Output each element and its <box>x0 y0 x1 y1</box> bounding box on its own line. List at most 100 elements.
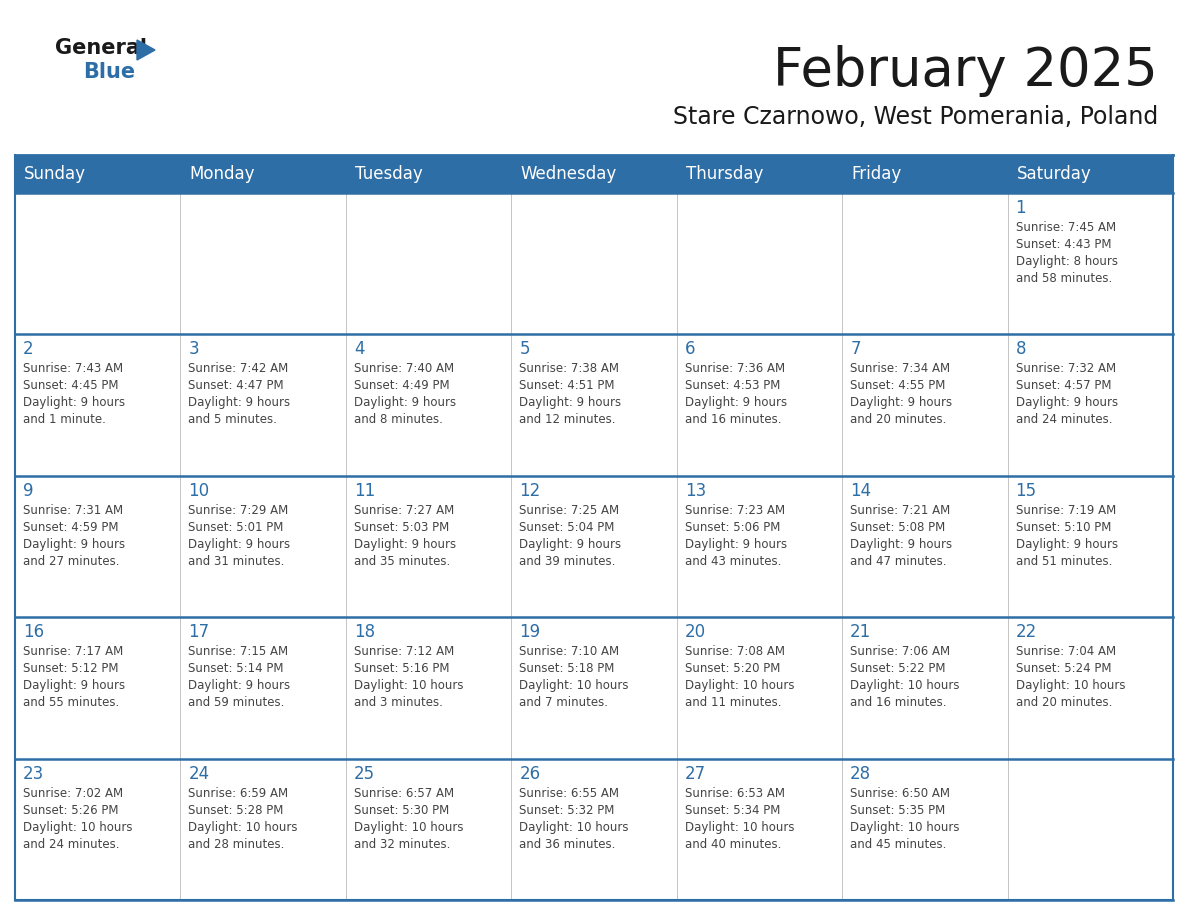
Bar <box>15 193 181 334</box>
Text: Tuesday: Tuesday <box>355 165 423 183</box>
Text: Daylight: 9 hours: Daylight: 9 hours <box>189 679 291 692</box>
Text: Sunrise: 7:40 AM: Sunrise: 7:40 AM <box>354 363 454 375</box>
Bar <box>181 476 346 617</box>
Bar <box>677 334 842 476</box>
Text: and 55 minutes.: and 55 minutes. <box>23 696 119 710</box>
Text: and 20 minutes.: and 20 minutes. <box>1016 696 1112 710</box>
Text: and 8 minutes.: and 8 minutes. <box>354 413 443 426</box>
Text: 25: 25 <box>354 765 375 783</box>
Bar <box>15 476 181 617</box>
Text: 9: 9 <box>23 482 33 499</box>
Text: and 12 minutes.: and 12 minutes. <box>519 413 615 426</box>
Text: Sunset: 4:55 PM: Sunset: 4:55 PM <box>851 379 946 392</box>
Text: Sunset: 5:32 PM: Sunset: 5:32 PM <box>519 803 614 817</box>
Bar <box>1007 617 1173 758</box>
Text: Sunrise: 6:50 AM: Sunrise: 6:50 AM <box>851 787 950 800</box>
Text: Sunrise: 6:57 AM: Sunrise: 6:57 AM <box>354 787 454 800</box>
Text: Sunset: 5:16 PM: Sunset: 5:16 PM <box>354 662 449 676</box>
Text: Daylight: 8 hours: Daylight: 8 hours <box>1016 255 1118 268</box>
Text: Daylight: 10 hours: Daylight: 10 hours <box>23 821 133 834</box>
Text: Saturday: Saturday <box>1017 165 1092 183</box>
Bar <box>842 334 1007 476</box>
Text: Sunrise: 6:55 AM: Sunrise: 6:55 AM <box>519 787 619 800</box>
Text: Sunrise: 7:19 AM: Sunrise: 7:19 AM <box>1016 504 1116 517</box>
Text: Sunrise: 7:42 AM: Sunrise: 7:42 AM <box>189 363 289 375</box>
Text: and 51 minutes.: and 51 minutes. <box>1016 554 1112 568</box>
Text: Sunrise: 7:31 AM: Sunrise: 7:31 AM <box>23 504 124 517</box>
Text: Sunset: 5:12 PM: Sunset: 5:12 PM <box>23 662 119 676</box>
Bar <box>15 155 181 193</box>
Text: Sunset: 4:53 PM: Sunset: 4:53 PM <box>684 379 781 392</box>
Text: Sunset: 5:06 PM: Sunset: 5:06 PM <box>684 521 781 533</box>
Text: Sunrise: 7:17 AM: Sunrise: 7:17 AM <box>23 645 124 658</box>
Text: Sunset: 5:18 PM: Sunset: 5:18 PM <box>519 662 614 676</box>
Bar <box>15 334 181 476</box>
Text: Daylight: 10 hours: Daylight: 10 hours <box>851 821 960 834</box>
Text: Daylight: 10 hours: Daylight: 10 hours <box>684 821 795 834</box>
Bar <box>677 155 842 193</box>
Text: Sunset: 5:03 PM: Sunset: 5:03 PM <box>354 521 449 533</box>
Text: Sunrise: 7:38 AM: Sunrise: 7:38 AM <box>519 363 619 375</box>
Polygon shape <box>137 40 154 60</box>
Text: 6: 6 <box>684 341 695 358</box>
Text: Sunrise: 6:53 AM: Sunrise: 6:53 AM <box>684 787 785 800</box>
Text: Daylight: 9 hours: Daylight: 9 hours <box>851 538 953 551</box>
Text: Sunrise: 7:27 AM: Sunrise: 7:27 AM <box>354 504 454 517</box>
Text: Daylight: 9 hours: Daylight: 9 hours <box>1016 397 1118 409</box>
Text: and 28 minutes.: and 28 minutes. <box>189 837 285 851</box>
Text: and 24 minutes.: and 24 minutes. <box>1016 413 1112 426</box>
Bar <box>842 758 1007 900</box>
Text: Monday: Monday <box>189 165 255 183</box>
Bar <box>511 617 677 758</box>
Text: Daylight: 10 hours: Daylight: 10 hours <box>189 821 298 834</box>
Text: and 58 minutes.: and 58 minutes. <box>1016 272 1112 285</box>
Text: Daylight: 9 hours: Daylight: 9 hours <box>23 679 125 692</box>
Text: Daylight: 9 hours: Daylight: 9 hours <box>851 397 953 409</box>
Text: Sunrise: 7:04 AM: Sunrise: 7:04 AM <box>1016 645 1116 658</box>
Bar <box>677 193 842 334</box>
Text: and 24 minutes.: and 24 minutes. <box>23 837 120 851</box>
Text: and 7 minutes.: and 7 minutes. <box>519 696 608 710</box>
Bar <box>346 617 511 758</box>
Text: and 1 minute.: and 1 minute. <box>23 413 106 426</box>
Text: 10: 10 <box>189 482 209 499</box>
Text: Blue: Blue <box>83 62 135 82</box>
Text: 17: 17 <box>189 623 209 641</box>
Bar <box>1007 334 1173 476</box>
Text: Sunset: 5:04 PM: Sunset: 5:04 PM <box>519 521 614 533</box>
Text: Daylight: 10 hours: Daylight: 10 hours <box>354 679 463 692</box>
Text: Sunset: 5:24 PM: Sunset: 5:24 PM <box>1016 662 1111 676</box>
Text: Sunset: 5:30 PM: Sunset: 5:30 PM <box>354 803 449 817</box>
Text: 3: 3 <box>189 341 200 358</box>
Bar <box>346 193 511 334</box>
Bar <box>677 617 842 758</box>
Bar <box>511 476 677 617</box>
Text: Thursday: Thursday <box>685 165 763 183</box>
Text: 18: 18 <box>354 623 375 641</box>
Text: 1: 1 <box>1016 199 1026 217</box>
Text: 15: 15 <box>1016 482 1037 499</box>
Text: Sunrise: 7:34 AM: Sunrise: 7:34 AM <box>851 363 950 375</box>
Text: Sunset: 5:28 PM: Sunset: 5:28 PM <box>189 803 284 817</box>
Text: and 35 minutes.: and 35 minutes. <box>354 554 450 568</box>
Text: 11: 11 <box>354 482 375 499</box>
Bar <box>511 155 677 193</box>
Text: 26: 26 <box>519 765 541 783</box>
Text: and 16 minutes.: and 16 minutes. <box>851 696 947 710</box>
Text: Sunset: 4:59 PM: Sunset: 4:59 PM <box>23 521 119 533</box>
Text: Daylight: 9 hours: Daylight: 9 hours <box>519 538 621 551</box>
Text: Sunrise: 7:12 AM: Sunrise: 7:12 AM <box>354 645 454 658</box>
Text: Daylight: 9 hours: Daylight: 9 hours <box>684 397 786 409</box>
Text: Sunset: 5:35 PM: Sunset: 5:35 PM <box>851 803 946 817</box>
Text: Sunrise: 7:21 AM: Sunrise: 7:21 AM <box>851 504 950 517</box>
Text: and 59 minutes.: and 59 minutes. <box>189 696 285 710</box>
Bar <box>1007 193 1173 334</box>
Text: 13: 13 <box>684 482 706 499</box>
Text: and 45 minutes.: and 45 minutes. <box>851 837 947 851</box>
Text: and 5 minutes.: and 5 minutes. <box>189 413 277 426</box>
Bar <box>346 334 511 476</box>
Bar <box>346 758 511 900</box>
Bar <box>842 193 1007 334</box>
Text: 8: 8 <box>1016 341 1026 358</box>
Bar <box>181 617 346 758</box>
